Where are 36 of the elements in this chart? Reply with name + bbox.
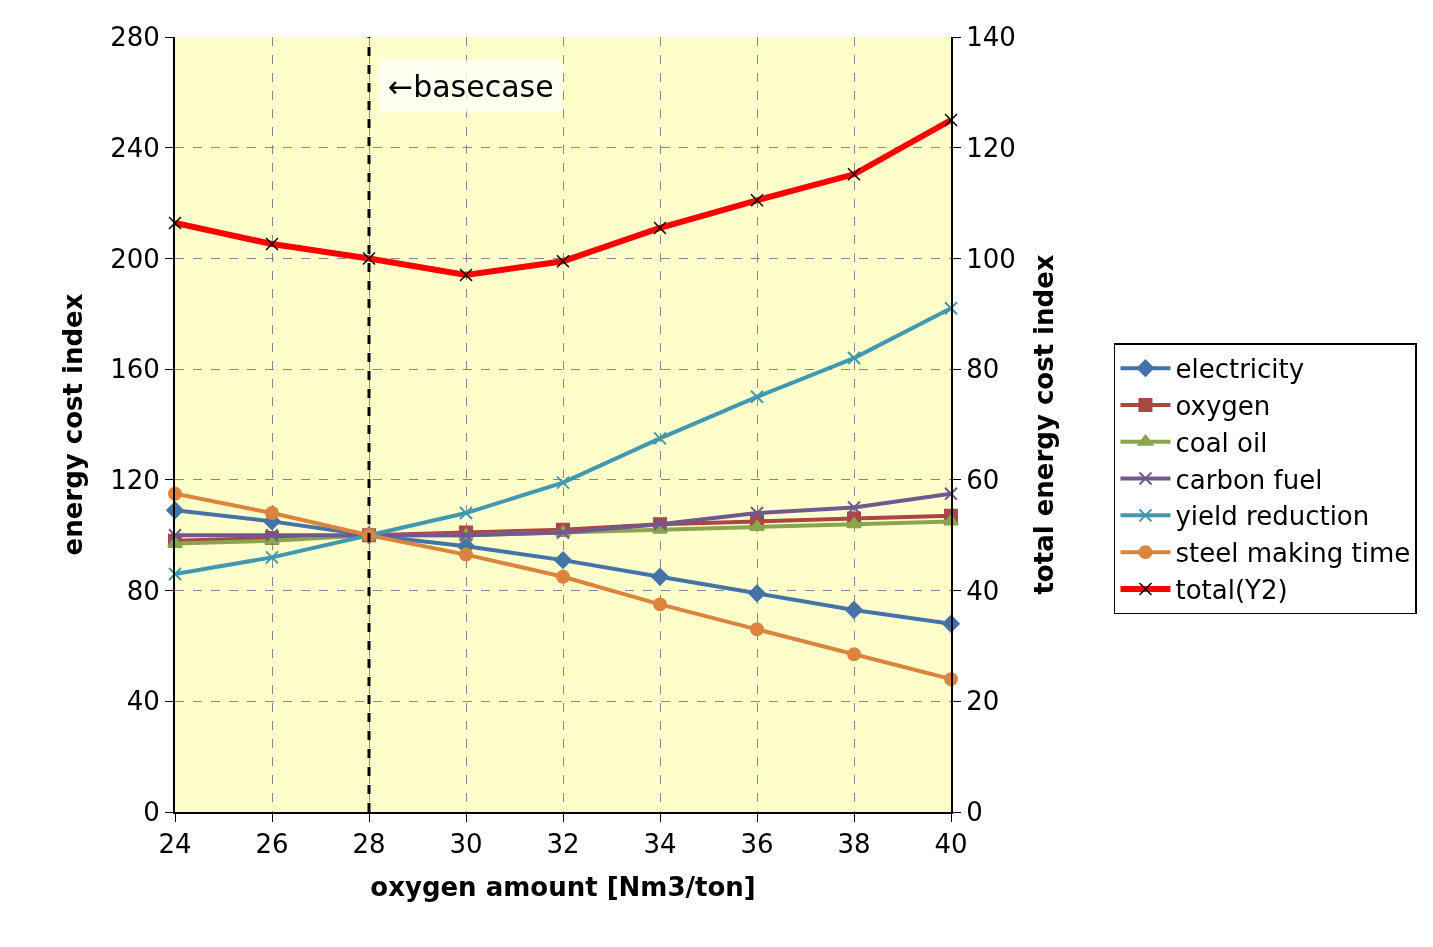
y2-tick-label: 40 bbox=[966, 575, 1000, 606]
x-tick-label: 36 bbox=[740, 829, 774, 860]
x-tick-label: 26 bbox=[255, 829, 289, 860]
x-tick-label: 32 bbox=[546, 829, 580, 860]
legend-label: steel making time bbox=[1175, 538, 1411, 569]
y-tick-label: 80 bbox=[126, 575, 160, 606]
y-tick-label: 200 bbox=[110, 243, 160, 274]
x-tick-label: 40 bbox=[934, 829, 968, 860]
y-tick-label: 280 bbox=[110, 22, 160, 53]
y2-tick-label: 80 bbox=[966, 354, 1000, 385]
x-axis-title: oxygen amount [Nm3/ton] bbox=[370, 872, 756, 903]
y2-axis-title: total energy cost index bbox=[1029, 254, 1060, 595]
y2-tick-label: 140 bbox=[966, 22, 1016, 53]
legend-label: yield reduction bbox=[1175, 501, 1370, 532]
y2-tick-label: 60 bbox=[966, 464, 1000, 495]
x-tick-label: 24 bbox=[158, 829, 192, 860]
y-tick-label: 160 bbox=[110, 354, 160, 385]
y-tick-label: 240 bbox=[110, 132, 160, 163]
y-tick-label: 40 bbox=[126, 686, 160, 717]
x-tick-label: 38 bbox=[837, 829, 871, 860]
x-tick-label: 30 bbox=[449, 829, 483, 860]
legend-label: oxygen bbox=[1175, 391, 1271, 422]
x-tick-label: 34 bbox=[643, 829, 677, 860]
ref-line-label: ←basecase bbox=[388, 69, 554, 104]
legend-label: coal oil bbox=[1175, 427, 1268, 458]
y-tick-label: 120 bbox=[110, 464, 160, 495]
y2-tick-label: 20 bbox=[966, 686, 1000, 717]
legend-label: carbon fuel bbox=[1175, 464, 1323, 495]
legend-label: electricity bbox=[1175, 354, 1305, 385]
y-axis-title: energy cost index bbox=[58, 293, 89, 556]
y2-tick-label: 0 bbox=[966, 797, 983, 828]
y2-tick-label: 100 bbox=[966, 243, 1016, 274]
legend-label: total(Y2) bbox=[1175, 575, 1288, 606]
y2-tick-label: 120 bbox=[966, 132, 1016, 163]
x-tick-label: 28 bbox=[352, 829, 386, 860]
y-tick-label: 0 bbox=[143, 797, 160, 828]
